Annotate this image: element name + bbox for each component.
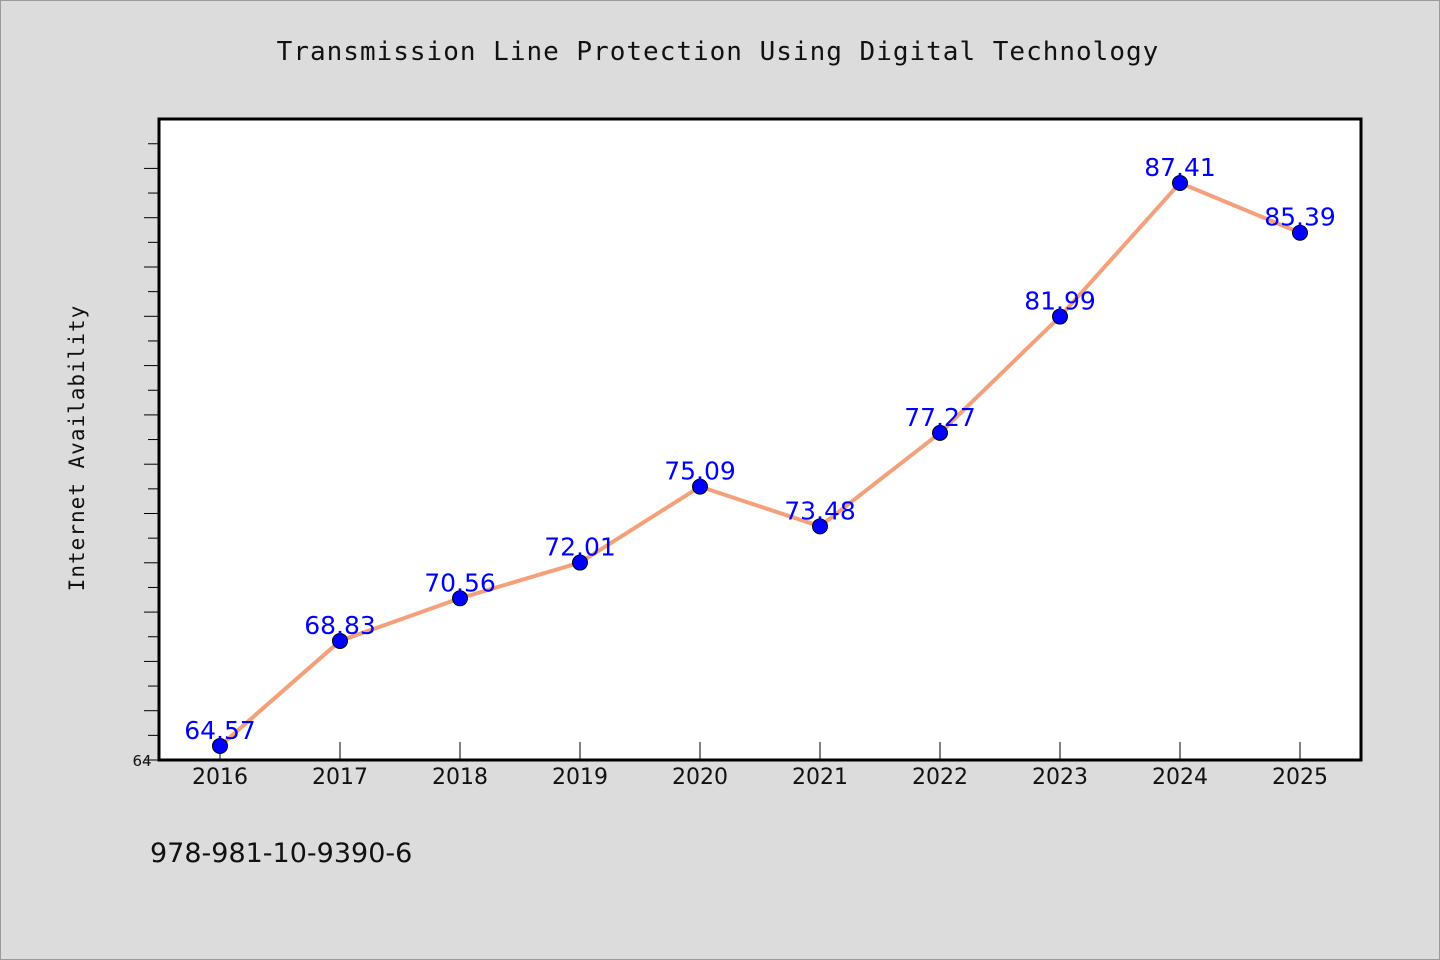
x-tick-label: 2021 bbox=[792, 765, 848, 790]
data-label: 72.01 bbox=[544, 533, 616, 562]
y-axis-ticks bbox=[144, 143, 160, 761]
x-tick-label: 2017 bbox=[312, 765, 368, 790]
data-point-marker bbox=[332, 632, 348, 649]
data-point-marker bbox=[1052, 308, 1068, 325]
y-axis-tick-labels: 64 bbox=[132, 752, 151, 770]
data-label: 70.56 bbox=[424, 568, 496, 597]
data-point-marker bbox=[1172, 174, 1188, 191]
data-label: 68.83 bbox=[304, 611, 376, 640]
x-axis-tick-labels: 2016 2017 2018 2019 2020 2021 2022 2023 2024 2025 bbox=[192, 765, 1328, 790]
data-label: 85.39 bbox=[1264, 203, 1336, 232]
data-label: 75.09 bbox=[664, 457, 736, 486]
data-point-marker bbox=[932, 424, 948, 441]
data-label: 87.41 bbox=[1144, 153, 1216, 182]
data-labels: 64.57 68.83 70.56 72.01 75.09 73.48 77.27 81.99… bbox=[184, 153, 1336, 745]
x-tick-label: 2025 bbox=[1272, 765, 1328, 790]
x-tick-label: 2018 bbox=[432, 765, 488, 790]
y-tick-label: 64 bbox=[132, 752, 151, 770]
x-tick-label: 2019 bbox=[552, 765, 608, 790]
x-tick-label: 2024 bbox=[1152, 765, 1208, 790]
data-label: 81.99 bbox=[1024, 287, 1096, 316]
data-point-marker bbox=[812, 518, 828, 535]
plot-area bbox=[157, 117, 1363, 762]
data-label: 73.48 bbox=[784, 496, 856, 525]
data-point-marker bbox=[572, 554, 588, 571]
data-label: 77.27 bbox=[904, 403, 976, 432]
chart-title: Transmission Line Protection Using Digit… bbox=[277, 37, 1160, 67]
data-point-marker bbox=[692, 478, 708, 495]
x-tick-label: 2016 bbox=[192, 765, 248, 790]
x-tick-label: 2020 bbox=[672, 765, 728, 790]
series-line bbox=[218, 180, 1302, 748]
footnote-isbn: 978-981-10-9390-6 bbox=[150, 838, 412, 869]
data-point-marker bbox=[1292, 224, 1308, 241]
x-axis-ticks bbox=[219, 742, 1301, 760]
x-tick-label: 2022 bbox=[912, 765, 968, 790]
data-point-marker bbox=[212, 737, 228, 754]
data-label: 64.57 bbox=[184, 716, 256, 745]
x-tick-label: 2023 bbox=[1032, 765, 1088, 790]
y-axis-label: Internet Availability bbox=[65, 305, 89, 592]
data-markers bbox=[212, 174, 1308, 754]
series-line-group bbox=[218, 180, 1302, 748]
data-point-marker bbox=[452, 590, 468, 607]
